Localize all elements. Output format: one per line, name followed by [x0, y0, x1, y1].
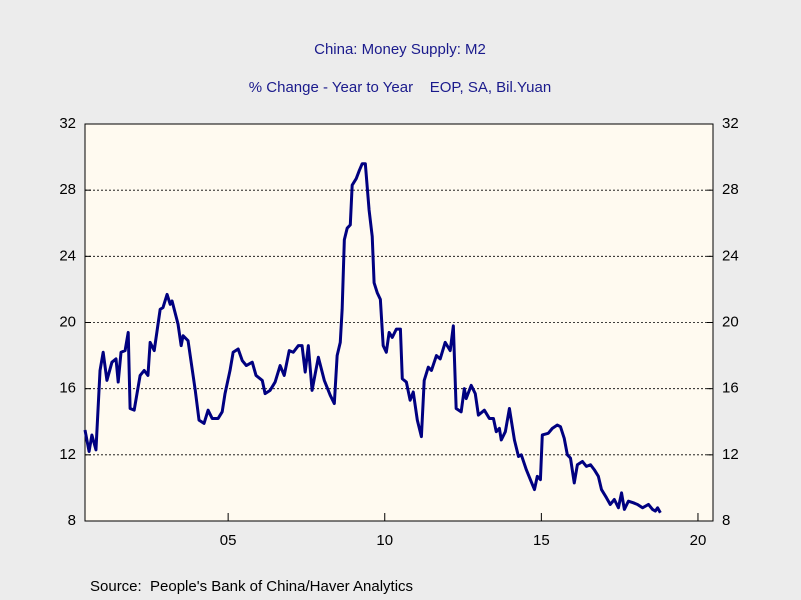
y-tick-label: 12 — [59, 446, 76, 463]
y-tick-label: 16 — [59, 380, 76, 397]
y2-tick-label: 24 — [722, 247, 739, 264]
source: Source: People's Bank of China/Haver Ana… — [90, 578, 413, 595]
y2-tick-label: 8 — [722, 512, 730, 529]
x-tick-label: 05 — [220, 532, 237, 549]
line — [83, 162, 662, 514]
x-tick-label: 10 — [376, 532, 393, 549]
chart-title: China: Money Supply: M2 — [314, 41, 486, 58]
y2-tick-label: 12 — [722, 446, 739, 463]
y-tick-label: 8 — [68, 512, 76, 529]
chart-subtitle: % Change - Year to Year EOP, SA, Bil.Yua… — [249, 79, 551, 96]
y2-tick-label: 16 — [722, 380, 739, 397]
y-tick-label: 28 — [59, 181, 76, 198]
x-tick-label: 20 — [690, 532, 707, 549]
y2-tick-label: 20 — [722, 313, 739, 330]
y-tick-label: 24 — [59, 247, 76, 264]
y-tick-label: 32 — [59, 115, 76, 132]
y2-tick-label: 28 — [722, 181, 739, 198]
y2-tick-label: 32 — [722, 115, 739, 132]
y-tick-label: 20 — [59, 313, 76, 330]
x-tick-label: 15 — [533, 532, 550, 549]
